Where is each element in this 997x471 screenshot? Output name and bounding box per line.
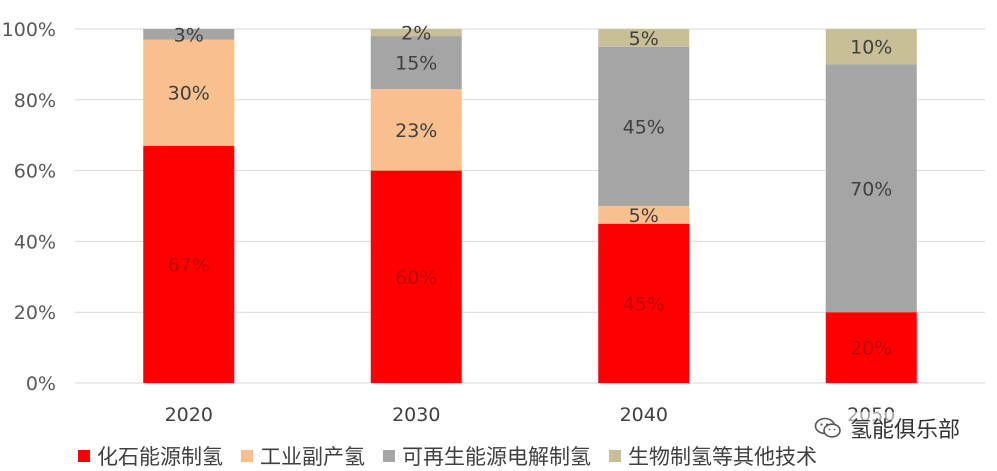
bar-segment [370, 89, 462, 171]
legend-item: 可再生能源电解制氢 [383, 441, 591, 471]
wechat-icon [814, 417, 841, 438]
bar-segment [370, 36, 462, 90]
y-tick-label: 60% [14, 161, 56, 183]
legend-label: 生物制氢等其他技术 [628, 445, 817, 469]
legend-label: 化石能源制氢 [97, 445, 223, 469]
bar-segment [598, 46, 690, 207]
bar-segment [825, 312, 917, 383]
x-tick-label: 2020 [165, 404, 213, 426]
data-label: 5% [629, 205, 659, 227]
data-label: 15% [395, 53, 437, 75]
bar-segment [370, 29, 462, 37]
y-tick-label: 100% [2, 19, 56, 41]
y-tick-label: 40% [14, 231, 56, 253]
bar-segment [598, 29, 690, 47]
x-tick-label: 2040 [620, 404, 668, 426]
data-label: 5% [629, 28, 659, 50]
data-label: 45% [623, 116, 665, 138]
data-label: 30% [168, 83, 210, 105]
legend-swatch [78, 450, 90, 462]
data-label: 60% [395, 267, 437, 289]
bars [143, 29, 917, 383]
y-tick-label: 20% [14, 302, 56, 324]
data-label: 3% [174, 24, 204, 46]
legend-swatch [383, 450, 395, 462]
bar-segment [598, 206, 690, 224]
bar-segment [825, 29, 917, 65]
bar-segment [598, 223, 690, 383]
x-tick-label: 2030 [392, 404, 440, 426]
bar-segment [143, 145, 235, 383]
watermark-text: 氢能俱乐部 [850, 418, 961, 443]
y-tick-label: 80% [14, 90, 56, 112]
watermark: 氢能俱乐部 [812, 412, 963, 444]
y-axis: 0% 20% 40% 60% 80% 100% [2, 19, 56, 395]
legend-swatch [609, 450, 621, 462]
bar-segment [143, 29, 235, 40]
data-label: 20% [850, 338, 892, 360]
bar-segment [143, 39, 235, 146]
legend-item: 工业副产氢 [241, 441, 365, 471]
legend-item: 化石能源制氢 [78, 441, 223, 471]
legend-label: 工业副产氢 [260, 445, 365, 469]
x-axis: 2020203020402050 [165, 404, 896, 426]
data-labels: 67% 30% 3% 60% 23% 15% 2% 45% 5% 45% 5% 20% 70% 10% [168, 23, 893, 360]
legend-label: 可再生能源电解制氢 [402, 445, 591, 469]
data-label: 23% [395, 120, 437, 142]
y-tick-label: 0% [26, 373, 56, 395]
data-label: 45% [623, 293, 665, 315]
data-label: 67% [168, 254, 210, 276]
bar-segment [825, 64, 917, 313]
data-label: 70% [850, 178, 892, 200]
legend-item: 生物制氢等其他技术 [609, 441, 817, 471]
legend-swatch [241, 450, 253, 462]
bar-segment [370, 170, 462, 383]
data-label: 10% [850, 37, 892, 59]
legend: 化石能源制氢 工业副产氢 可再生能源电解制氢 生物制氢等其他技术 [78, 443, 835, 469]
data-label: 2% [401, 23, 431, 45]
